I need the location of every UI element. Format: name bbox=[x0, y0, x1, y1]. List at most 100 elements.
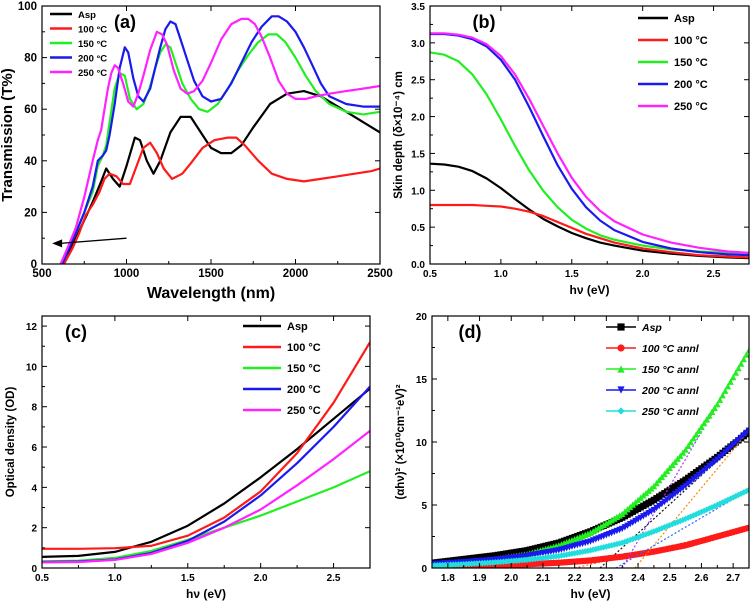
data-point-4 bbox=[724, 496, 732, 504]
data-point-2 bbox=[711, 404, 718, 412]
y-tick-label: 6 bbox=[31, 443, 37, 454]
y-tick-label: 0 bbox=[31, 259, 37, 271]
data-point-3 bbox=[745, 427, 749, 434]
y-tick-label: 8 bbox=[31, 403, 37, 414]
data-point-2 bbox=[698, 423, 705, 431]
x-tick-label: 2.5 bbox=[707, 269, 721, 280]
x-tick-label: 2.6 bbox=[694, 573, 708, 584]
x-tick-label: 2.5 bbox=[663, 573, 677, 584]
data-point-4 bbox=[685, 514, 692, 521]
y-tick-label: 2 bbox=[31, 524, 37, 535]
legend-label: 100 °C bbox=[78, 25, 107, 36]
x-tick-label: 1500 bbox=[198, 268, 224, 280]
panel-label: (a) bbox=[114, 12, 136, 32]
x-tick-label: 1.0 bbox=[108, 573, 122, 584]
panel-1: 0.5 1.0 1.5 2.0 2.50.00.51.01.52.02.53.03.5h… bbox=[393, 2, 750, 297]
data-point-2 bbox=[735, 364, 742, 372]
panel-label: (d) bbox=[459, 322, 482, 342]
data-point-2 bbox=[727, 378, 734, 385]
x-tick-label: 0.5 bbox=[35, 573, 49, 584]
x-tick-label: 2.0 bbox=[504, 573, 518, 584]
arrow-head bbox=[52, 239, 63, 248]
legend-label: 200 °C bbox=[78, 54, 107, 65]
legend-label: 250 °C bbox=[287, 405, 321, 417]
x-tick-label: 500 bbox=[32, 268, 51, 280]
x-axis-label: Wavelength (nm) bbox=[147, 285, 275, 302]
y-tick-label: 5 bbox=[421, 501, 427, 512]
y-tick-label: 20 bbox=[416, 312, 428, 323]
panel-0: 500 1000 1500 2000 2500 0 20 40 60 80 100 Wavelengt… bbox=[0, 1, 393, 302]
series-line-4 bbox=[42, 430, 370, 564]
data-point-4 bbox=[605, 542, 613, 550]
legend-swatch-marker bbox=[617, 344, 625, 352]
data-point-2 bbox=[706, 412, 713, 419]
legend-swatch-marker bbox=[617, 386, 625, 394]
legend-label: 100 °C bbox=[287, 342, 321, 354]
data-point-4 bbox=[719, 499, 726, 506]
y-tick-label: 0 bbox=[31, 564, 37, 575]
y-tick-label: 100 bbox=[18, 1, 37, 13]
y-tick-label: 80 bbox=[24, 53, 37, 65]
legend-label: 100 °C bbox=[674, 35, 708, 47]
y-tick-label: 2.0 bbox=[411, 113, 425, 124]
series-line-2 bbox=[42, 470, 370, 563]
y-tick-label: 3.5 bbox=[411, 2, 425, 13]
y-tick-label: 2.5 bbox=[411, 76, 425, 87]
legend-label: 250 °C annl bbox=[641, 406, 700, 418]
data-point-4 bbox=[708, 504, 716, 511]
y-axis-label: Skin depth (δ×10⁻⁴) cm bbox=[393, 71, 405, 199]
data-point-4 bbox=[629, 535, 636, 543]
series-line-2 bbox=[59, 33, 380, 264]
legend-swatch-marker bbox=[617, 323, 625, 331]
legend-label: 100 °C annl bbox=[642, 343, 700, 355]
data-point-4 bbox=[619, 539, 626, 546]
data-point-4 bbox=[745, 486, 749, 494]
data-point-4 bbox=[703, 506, 710, 513]
series-line-4 bbox=[59, 17, 380, 264]
x-axis-label: hν (eV) bbox=[186, 587, 226, 601]
legend-label: Asp bbox=[287, 321, 308, 333]
legend-label: 200 °C annl bbox=[641, 385, 700, 397]
legend-swatch-marker bbox=[617, 407, 625, 415]
data-point-2 bbox=[740, 355, 747, 363]
x-tick-label: 2.4 bbox=[631, 573, 645, 584]
data-point-4 bbox=[648, 529, 655, 536]
data-point-2 bbox=[700, 419, 708, 427]
legend-label: Asp bbox=[641, 322, 662, 334]
data-point-2 bbox=[716, 396, 724, 403]
data-point-4 bbox=[714, 501, 721, 509]
x-tick-label: 2500 bbox=[367, 268, 393, 280]
legend-label: 250 °C bbox=[78, 68, 107, 79]
legend-label: 200 °C bbox=[674, 79, 708, 91]
legend-label: Asp bbox=[78, 10, 96, 21]
plot-frame bbox=[41, 315, 371, 569]
data-point-4 bbox=[600, 544, 607, 551]
data-point-2 bbox=[732, 369, 739, 376]
y-tick-label: 20 bbox=[24, 207, 37, 219]
series-line-1 bbox=[42, 341, 370, 550]
x-tick-label: 2.2 bbox=[568, 573, 582, 584]
data-point-1 bbox=[745, 524, 749, 531]
data-point-4 bbox=[658, 525, 666, 532]
panel-label: (c) bbox=[65, 322, 87, 342]
data-point-4 bbox=[645, 530, 652, 537]
series-line-3 bbox=[61, 15, 380, 264]
series-line-1 bbox=[430, 203, 749, 259]
data-layer bbox=[430, 32, 749, 260]
data-point-4 bbox=[698, 508, 705, 516]
y-tick-label: 15 bbox=[416, 375, 428, 386]
y-tick-label: 0.5 bbox=[411, 223, 425, 234]
x-axis-label: hν (eV) bbox=[569, 283, 609, 297]
y-tick-label: 12 bbox=[26, 322, 38, 333]
series-line-0 bbox=[430, 162, 749, 260]
data-point-2 bbox=[687, 438, 695, 446]
x-tick-label: 1.5 bbox=[565, 269, 579, 280]
series-line-0 bbox=[42, 387, 370, 558]
x-tick-label: 2.7 bbox=[726, 573, 740, 584]
data-layer bbox=[59, 15, 380, 264]
x-tick-label: 2.5 bbox=[327, 573, 341, 584]
y-tick-label: 4 bbox=[31, 483, 37, 494]
x-tick-label: 1.0 bbox=[494, 269, 508, 280]
data-point-2 bbox=[729, 373, 737, 381]
